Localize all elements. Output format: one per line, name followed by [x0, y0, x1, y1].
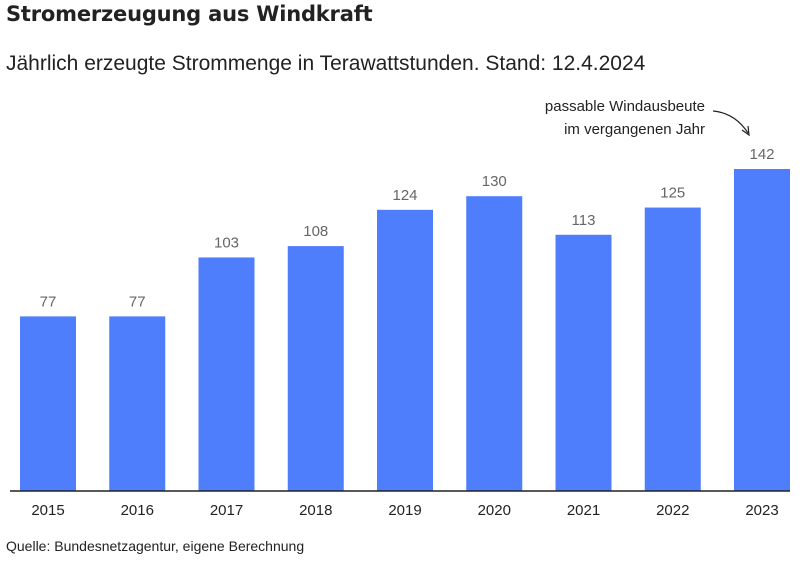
x-tick-label-2023: 2023	[745, 502, 778, 519]
x-tick-label-2018: 2018	[299, 502, 332, 519]
x-tick-label-2016: 2016	[121, 502, 154, 519]
x-tick-label-2019: 2019	[388, 502, 421, 519]
chart-title: Stromerzeugung aus Windkraft	[6, 2, 373, 26]
bar-2022	[644, 207, 701, 492]
bar-2018	[287, 246, 344, 491]
value-label-2015: 77	[40, 293, 57, 310]
x-tick-label-2017: 2017	[210, 502, 243, 519]
bar-2020	[466, 196, 523, 491]
annotation-arrowhead	[741, 125, 750, 137]
x-tick-label-2015: 2015	[31, 502, 64, 519]
value-labels-layer: 77 77 103 108 124 130 113 125 142	[40, 146, 775, 310]
x-tick-labels-layer: 2015 2016 2017 2018 2019 2020 2021 2022 2023	[31, 502, 778, 519]
bar-2015	[20, 316, 76, 491]
bar-2017	[198, 257, 255, 491]
x-tick-label-2020: 2020	[478, 502, 511, 519]
chart-subtitle: Jährlich erzeugte Strommenge in Terawatt…	[6, 52, 646, 75]
value-label-2019: 124	[392, 187, 417, 204]
value-label-2017: 103	[214, 234, 239, 251]
x-tick-label-2022: 2022	[656, 502, 689, 519]
value-label-2023: 142	[749, 146, 774, 163]
annotation-line-2: im vergangenen Jahr	[564, 121, 705, 138]
value-label-2016: 77	[129, 293, 146, 310]
bar-2019	[377, 209, 433, 491]
value-label-2020: 130	[482, 173, 507, 190]
value-label-2022: 125	[660, 185, 685, 202]
bar-2021	[555, 234, 612, 491]
bar-2016	[109, 316, 166, 491]
x-tick-label-2021: 2021	[567, 502, 600, 519]
annotation-arrow	[712, 110, 749, 134]
source-note: Quelle: Bundesnetzagentur, eigene Berech…	[6, 538, 305, 554]
value-label-2018: 108	[303, 223, 328, 240]
annotation: passable Windausbeute im vergangenen Jahr	[545, 98, 750, 138]
value-label-2021: 113	[572, 212, 596, 229]
bars-layer	[20, 169, 790, 492]
bar-2023	[734, 169, 790, 491]
annotation-line-1: passable Windausbeute	[545, 98, 705, 115]
